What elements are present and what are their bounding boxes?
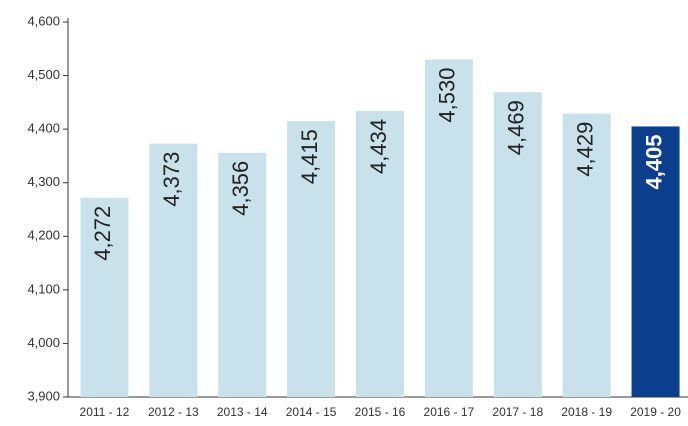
value-label: 4,405 — [641, 134, 666, 189]
y-tick-label: 4,600 — [27, 13, 60, 28]
bar — [493, 92, 542, 397]
value-label: 4,469 — [504, 100, 529, 155]
value-label: 4,356 — [228, 161, 253, 216]
x-tick-label: 2012 - 13 — [148, 405, 199, 419]
value-label: 4,415 — [297, 129, 322, 184]
bar — [287, 121, 336, 397]
value-label: 4,429 — [572, 122, 597, 177]
x-tick-label: 2016 - 17 — [424, 405, 475, 419]
bar — [80, 197, 129, 397]
y-tick-label: 4,200 — [27, 228, 60, 243]
value-label: 4,530 — [435, 68, 460, 123]
x-tick-label: 2019 - 20 — [630, 405, 681, 419]
x-tick-label: 2013 - 14 — [217, 405, 268, 419]
y-tick-label: 4,400 — [27, 121, 60, 136]
x-tick-label: 2014 - 15 — [286, 405, 337, 419]
bar — [562, 113, 611, 397]
x-tick-label: 2018 - 19 — [561, 405, 612, 419]
y-tick-label: 4,300 — [27, 174, 60, 189]
y-tick-label: 4,500 — [27, 67, 60, 82]
bar — [631, 126, 680, 397]
x-tick-label: 2011 - 12 — [80, 405, 130, 419]
bar — [424, 59, 473, 397]
value-label: 4,272 — [90, 206, 115, 261]
y-tick-label: 4,100 — [27, 281, 60, 296]
x-tick-label: 2017 - 18 — [492, 405, 543, 419]
y-tick-label: 3,900 — [27, 388, 60, 403]
bar — [149, 143, 198, 397]
value-label: 4,373 — [159, 152, 184, 207]
bar — [356, 110, 404, 397]
x-tick-label: 2015 - 16 — [355, 405, 406, 419]
bar — [218, 152, 267, 397]
y-tick-label: 4,000 — [27, 335, 60, 350]
value-label: 4,434 — [366, 119, 391, 174]
